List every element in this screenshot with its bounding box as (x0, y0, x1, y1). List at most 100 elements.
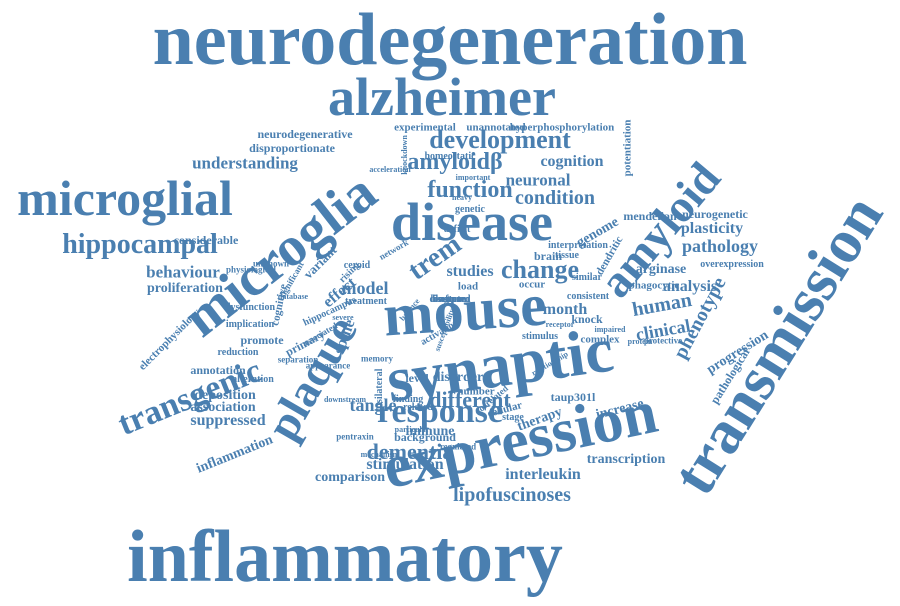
cloud-word-21: understanding (192, 153, 298, 173)
cloud-word-67: overexpression (700, 259, 764, 270)
cloud-word-35: behaviour (146, 262, 220, 282)
cloud-word-108: acceleration (369, 165, 411, 174)
cloud-word-18: amyloidβ (407, 149, 503, 175)
cloud-word-107: important (455, 173, 491, 182)
cloud-word-93: stage (502, 412, 524, 423)
cloud-word-14: hippocampal (62, 229, 218, 260)
cloud-word-113: regulated (439, 441, 477, 452)
cloud-word-119: unknown (252, 258, 290, 269)
cloud-word-64: potentiation (621, 119, 634, 177)
cloud-word-41: stimulation (366, 456, 444, 473)
cloud-word-24: dementia (366, 439, 454, 464)
cloud-word-74: alteration (232, 374, 274, 385)
cloud-word-103: treatment (344, 296, 388, 307)
cloud-word-72: promote (240, 333, 284, 347)
cloud-word-50: hyperphosphorylation (509, 121, 615, 134)
cloud-word-36: proliferation (147, 281, 223, 296)
cloud-word-39: interleukin (505, 466, 581, 483)
cloud-word-1: alzheimer (328, 67, 556, 127)
cloud-word-31: model (341, 278, 389, 298)
cloud-word-52: knock (571, 312, 603, 326)
cloud-word-78: genetic (455, 204, 485, 215)
cloud-word-47: annotation (190, 363, 246, 377)
cloud-word-7: disease (391, 192, 553, 252)
cloud-word-2: inflammatory (127, 516, 563, 598)
cloud-word-134: isoform (433, 294, 467, 305)
cloud-word-58: arginase (635, 262, 687, 277)
cloud-word-136: lastpm (435, 294, 465, 305)
cloud-word-51: mendelian (623, 209, 677, 223)
cloud-word-123: database (277, 292, 309, 301)
cloud-word-23: cognition (540, 153, 604, 170)
cloud-word-22: neuronal (505, 170, 571, 190)
cloud-word-82: number (457, 385, 495, 398)
cloud-word-115: mechanism (360, 450, 400, 459)
cloud-word-96: deficit (443, 224, 471, 235)
cloud-word-15: development (429, 125, 571, 154)
cloud-word-135: longterm (430, 294, 470, 305)
cloud-word-65: homeostatic (424, 151, 476, 162)
cloud-word-101: stimulus (521, 331, 559, 342)
cloud-word-40: transcription (586, 452, 666, 467)
cloud-word-70: brain (533, 249, 563, 263)
cloud-word-69: immune (405, 424, 455, 439)
cloud-word-92: dysfunction (224, 302, 276, 313)
cloud-word-109: knockdown (400, 135, 409, 175)
cloud-word-81: taup301l (550, 390, 596, 404)
cloud-word-131: impaired (594, 325, 626, 334)
cloud-word-0: neurodegeneration (152, 0, 748, 81)
cloud-word-13: response (377, 393, 503, 430)
cloud-word-102: consistent (566, 291, 610, 302)
cloud-word-130: severe (332, 313, 354, 322)
cloud-word-63: unannotated (466, 121, 526, 134)
cloud-word-86: complex (580, 333, 620, 346)
cloud-word-59: considerable (173, 233, 239, 247)
cloud-word-73: implication (225, 319, 275, 330)
cloud-word-26: lipofuscinoses (453, 484, 571, 506)
cloud-word-62: experimental (394, 121, 456, 134)
cloud-word-88: tissue (555, 250, 579, 261)
cloud-word-44: deposition (194, 388, 256, 403)
cloud-word-79: background (394, 430, 456, 444)
cloud-word-89: interpretation (548, 240, 608, 251)
cloud-word-48: neurodegenerative (257, 127, 353, 141)
cloud-word-20: condition (514, 187, 596, 209)
cloud-word-97: ceroid (343, 260, 371, 271)
cloud-word-87: similar (572, 272, 602, 283)
cloud-word-110: physiological (225, 264, 277, 275)
cloud-word-114: pentraxin (336, 431, 374, 442)
cloud-word-126: memory (361, 353, 393, 364)
cloud-word-57: analysis (662, 278, 718, 295)
cloud-word-124: particular (394, 425, 430, 434)
cloud-word-132: ipsilateral (374, 368, 385, 412)
cloud-word-118: appearance (305, 360, 351, 371)
cloud-word-83: load (457, 280, 479, 293)
cloud-word-33: tangle (349, 395, 397, 415)
cloud-word-116: downstream (323, 395, 367, 404)
cloud-word-104: related (403, 402, 433, 413)
cloud-word-17: function (427, 177, 513, 203)
cloud-word-19: change (501, 255, 579, 284)
cloud-word-46: inflammation (194, 432, 276, 477)
cloud-word-9: microglial (17, 170, 233, 226)
cloud-word-128: protein (627, 337, 653, 346)
cloud-word-90: reduction (217, 347, 259, 358)
cloud-word-25: different (429, 387, 511, 412)
cloud-word-45: suppressed (190, 412, 266, 429)
cloud-word-127: receptor (545, 320, 575, 329)
cloud-word-29: plasticity (680, 220, 744, 237)
cloud-word-42: comparison (315, 470, 385, 485)
cloud-word-43: association (190, 400, 256, 415)
cloud-word-84: occur (518, 278, 546, 291)
cloud-word-28: pathology (681, 236, 759, 256)
cloud-word-34: studies (446, 263, 494, 280)
cloud-word-122: separation (277, 354, 319, 365)
cloud-word-133: disrupted (429, 294, 471, 305)
cloud-word-105: finding (392, 394, 424, 405)
cloud-word-80: disorder (432, 370, 484, 385)
cloud-word-121: heavy (452, 193, 472, 202)
cloud-word-68: level (405, 371, 429, 385)
cloud-word-85: phagocytic (628, 279, 680, 292)
cloud-word-100: protective (643, 335, 683, 346)
